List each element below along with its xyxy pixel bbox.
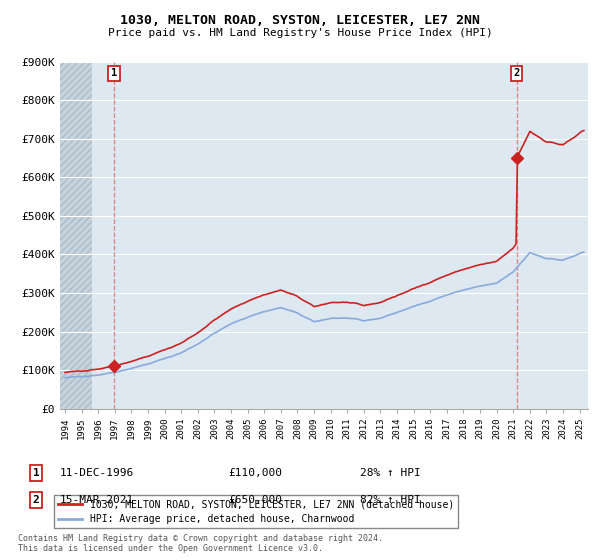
Text: 28% ↑ HPI: 28% ↑ HPI — [360, 468, 421, 478]
Text: £110,000: £110,000 — [228, 468, 282, 478]
Text: 1030, MELTON ROAD, SYSTON, LEICESTER, LE7 2NN: 1030, MELTON ROAD, SYSTON, LEICESTER, LE… — [120, 14, 480, 27]
Text: 82% ↑ HPI: 82% ↑ HPI — [360, 495, 421, 505]
Text: 2: 2 — [514, 68, 520, 78]
Text: 1: 1 — [111, 68, 117, 78]
Text: £650,000: £650,000 — [228, 495, 282, 505]
Text: Price paid vs. HM Land Registry's House Price Index (HPI): Price paid vs. HM Land Registry's House … — [107, 28, 493, 38]
Legend: 1030, MELTON ROAD, SYSTON, LEICESTER, LE7 2NN (detached house), HPI: Average pri: 1030, MELTON ROAD, SYSTON, LEICESTER, LE… — [55, 495, 458, 528]
Text: 1: 1 — [32, 468, 40, 478]
Text: Contains HM Land Registry data © Crown copyright and database right 2024.
This d: Contains HM Land Registry data © Crown c… — [18, 534, 383, 553]
Text: 15-MAR-2021: 15-MAR-2021 — [60, 495, 134, 505]
Text: 11-DEC-1996: 11-DEC-1996 — [60, 468, 134, 478]
Bar — [60, 62, 92, 409]
Text: 2: 2 — [32, 495, 40, 505]
